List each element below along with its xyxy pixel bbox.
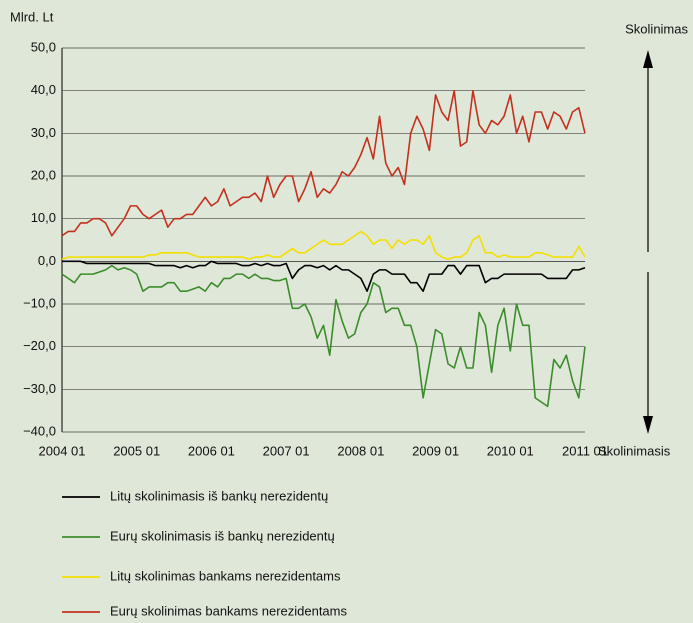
legend-label: Eurų skolinimasis iš bankų nerezidentų	[110, 528, 335, 543]
y-tick-label: 10,0	[31, 210, 56, 225]
y-tick-label: −40,0	[23, 423, 56, 438]
legend-label: Eurų skolinimas bankams nerezidentams	[110, 603, 347, 618]
y-tick-label: 0,0	[38, 253, 56, 268]
y-tick-label: 40,0	[31, 82, 56, 97]
x-tick-label: 2008 01	[337, 443, 384, 458]
series-line	[62, 260, 586, 292]
series-line	[61, 230, 586, 260]
arrow-head	[643, 50, 653, 68]
y-tick-label: −10,0	[23, 295, 56, 310]
y-tick-label: 30,0	[31, 125, 56, 140]
legend-label: Litų skolinimasis iš bankų nerezidentų	[110, 488, 328, 503]
x-tick-label: 2007 01	[263, 443, 310, 458]
x-tick-label: 2011 01	[562, 443, 608, 458]
series-line	[61, 89, 586, 237]
legend-label: Litų skolinimas bankams nerezidentams	[110, 568, 341, 583]
y-tick-label: −30,0	[23, 381, 56, 396]
arrow-head	[643, 416, 653, 434]
x-tick-label: 2009 01	[412, 443, 459, 458]
annotation: Skolinimasis	[598, 443, 671, 458]
x-tick-label: 2004 01	[39, 443, 86, 458]
y-tick-label: 50,0	[31, 39, 56, 54]
y-axis-label: Mlrd. Lt	[10, 9, 54, 24]
y-tick-label: −20,0	[23, 338, 56, 353]
series-line	[61, 264, 586, 408]
y-tick-label: 20,0	[31, 167, 56, 182]
annotation: Skolinimas	[625, 21, 688, 36]
x-tick-label: 2010 01	[487, 443, 534, 458]
x-tick-label: 2006 01	[188, 443, 235, 458]
x-tick-label: 2005 01	[113, 443, 160, 458]
